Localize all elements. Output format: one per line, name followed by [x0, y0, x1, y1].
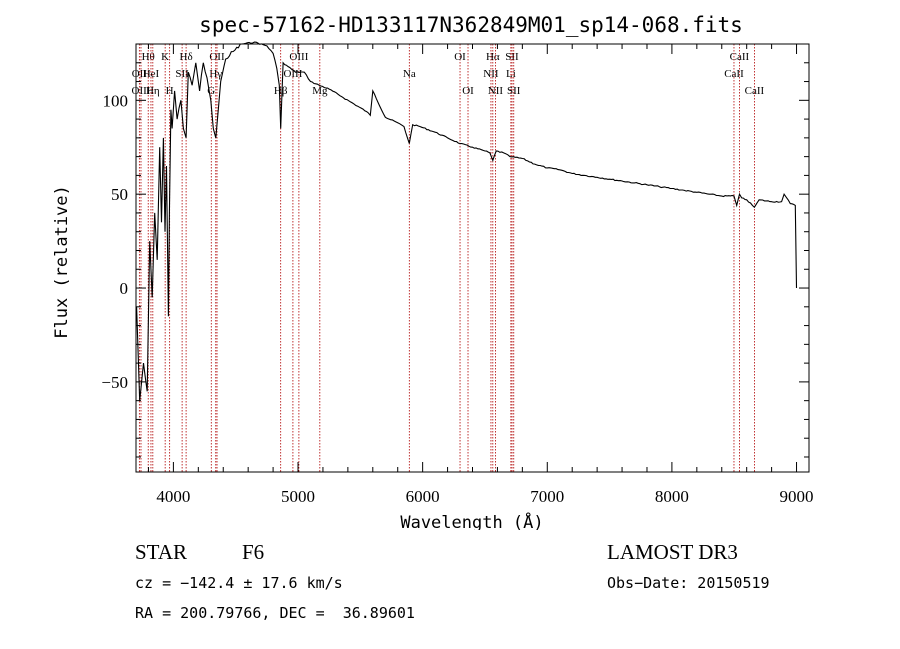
x-tick-label: 5000 [281, 487, 315, 506]
line-label-13: OIII [283, 68, 302, 80]
x-tick-label: 7000 [530, 487, 564, 506]
line-label-9: OII [209, 51, 225, 63]
observation-date: Obs−Date: 20150519 [607, 574, 770, 592]
x-axis-label: Wavelength (Å) [400, 511, 543, 530]
line-label-6: SII [175, 68, 189, 80]
line-label-4: HeI [143, 68, 160, 80]
line-label-27: CaII [745, 85, 765, 97]
coordinates: RA = 200.79766, DEC = 36.89601 [135, 604, 415, 622]
object-class: STAR [135, 540, 187, 564]
x-tick-label: 9000 [780, 487, 814, 506]
y-axis-label: Flux (relative) [52, 185, 72, 339]
object-subclass: F6 [242, 540, 265, 564]
line-label-19: Hα [486, 51, 500, 63]
line-label-20: SII [505, 51, 519, 63]
line-label-0: Hθ [142, 51, 155, 63]
y-tick-label: 0 [120, 279, 129, 298]
x-tick-label: 8000 [655, 487, 689, 506]
line-label-23: NII [488, 85, 504, 97]
x-tick-label: 6000 [406, 487, 440, 506]
y-tick-label: 50 [111, 185, 128, 204]
axis-ticks: 4000 5000 6000 7000 8000 9000 −50 0 50 100 [101, 43, 814, 506]
line-label-21: NII [483, 68, 499, 80]
line-label-5: Hη [146, 85, 160, 97]
plot-frame [135, 43, 810, 473]
line-label-7: H [166, 85, 174, 97]
line-label-14: Hβ [274, 85, 288, 97]
line-label-8: Hδ [180, 51, 193, 63]
y-tick-label: −50 [101, 373, 128, 392]
redshift-cz: cz = −142.4 ± 17.6 km/s [135, 574, 343, 592]
spectrum-line [136, 41, 798, 401]
line-label-12: OIII [289, 51, 308, 63]
survey-name: LAMOST DR3 [607, 540, 738, 564]
x-tick-label: 4000 [156, 487, 190, 506]
line-label-18: OI [462, 85, 474, 97]
line-label-24: SII [507, 85, 521, 97]
line-label-17: OI [454, 51, 466, 63]
line-label-15: Mg [312, 85, 328, 97]
line-label-22: Li [506, 68, 516, 80]
line-label-3: K [161, 51, 169, 63]
line-label-11: G [207, 85, 215, 97]
y-tick-label: 100 [103, 91, 129, 110]
chart-title: spec-57162-HD133117N362849M01_sp14-068.f… [199, 13, 743, 37]
line-label-10: Hγ [209, 68, 222, 80]
line-label-26: CaII [724, 68, 744, 80]
line-label-25: CaII [730, 51, 750, 63]
spectrum-chart: spec-57162-HD133117N362849M01_sp14-068.f… [52, 13, 814, 530]
line-label-16: Na [403, 68, 416, 80]
